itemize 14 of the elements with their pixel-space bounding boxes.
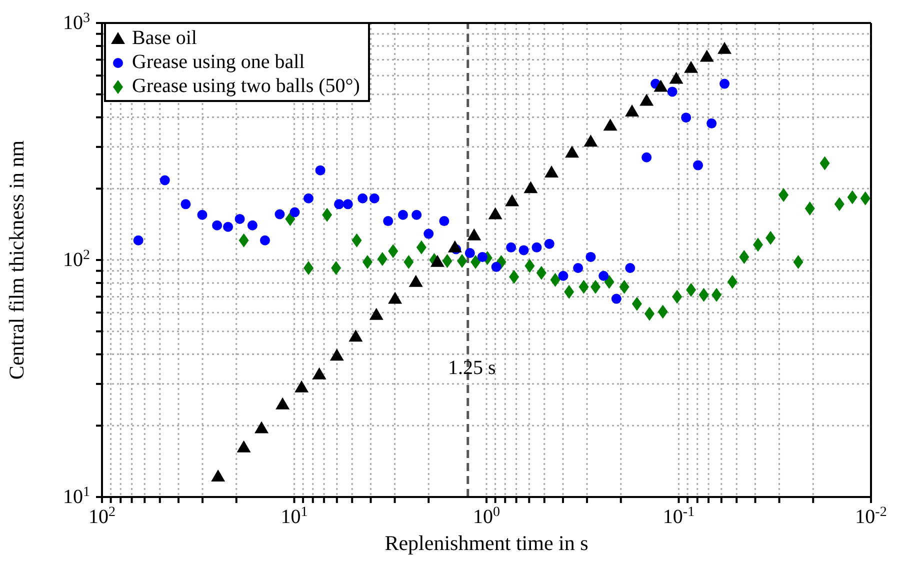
y-tick-label: 10$^{3}$: [63, 10, 90, 34]
x-tick-label: 10$^{1}$: [280, 504, 308, 528]
y-tick-label: 10$^{1}$: [63, 484, 90, 508]
x-axis-title: Replenishment time in s: [384, 531, 588, 555]
y-axis-title: Central film thickness in nm: [4, 140, 28, 380]
ref-line-label: 1.25 s: [448, 356, 496, 379]
x-tick-label: 10$^{2}$: [88, 504, 116, 528]
y-tick-label: 10$^{2}$: [63, 248, 90, 271]
x-tick-label: 10$^{0}$: [473, 504, 500, 528]
legend-label: Grease using one ball: [132, 50, 305, 74]
x-tick-label: 10$^{-2}$: [855, 504, 887, 528]
legend-label: Grease using two balls (50°): [132, 74, 360, 98]
legend-label: Base oil: [132, 26, 197, 50]
x-tick-label: 10$^{-1}$: [662, 504, 695, 528]
